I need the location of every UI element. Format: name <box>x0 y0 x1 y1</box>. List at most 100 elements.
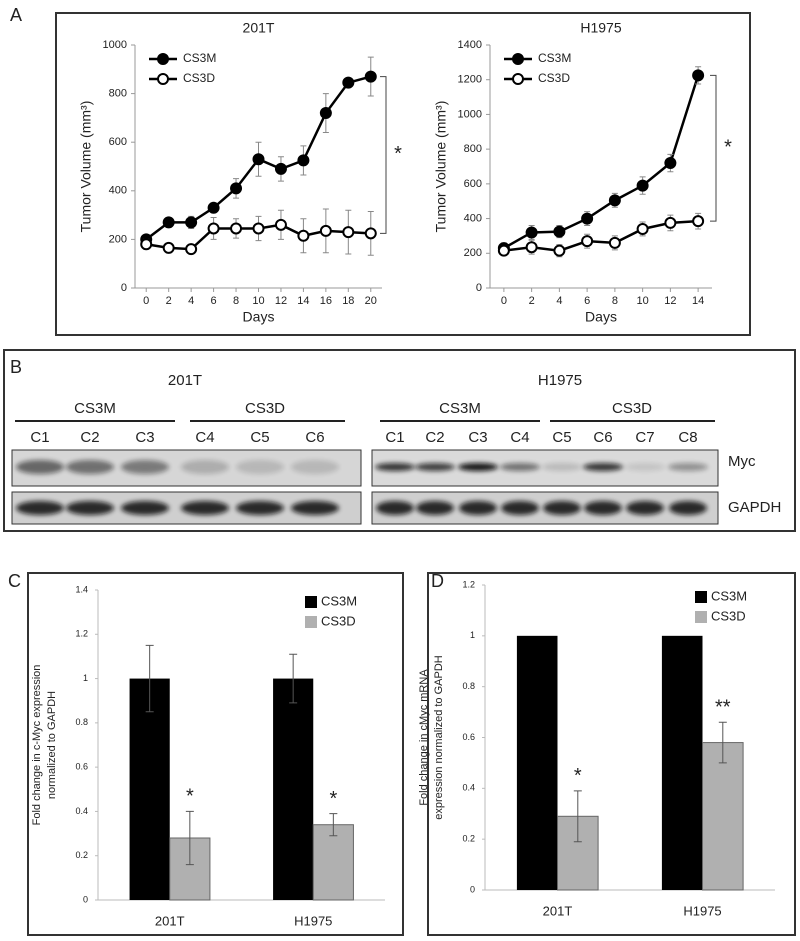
panel-label: C <box>8 571 21 591</box>
band <box>669 501 707 515</box>
y-tick-label: 0.4 <box>462 783 475 793</box>
legend-swatch <box>305 616 317 628</box>
lane-label: C5 <box>250 429 269 446</box>
x-tick-label: 8 <box>233 295 239 307</box>
condition-label: CS3D <box>612 400 652 417</box>
condition-label: CS3D <box>245 400 285 417</box>
error-bar <box>289 653 298 704</box>
marker <box>497 244 510 257</box>
marker <box>140 238 153 251</box>
band <box>416 501 454 515</box>
panel-frame <box>27 572 404 936</box>
x-tick-label: 4 <box>188 295 194 307</box>
y-tick-label: 1000 <box>103 39 127 51</box>
y-tick-label: 1 <box>83 673 88 683</box>
bar <box>702 742 744 891</box>
legend-label: CS3M <box>183 51 216 65</box>
band <box>66 501 114 515</box>
x-tick-label: 201T <box>155 913 185 928</box>
legend-marker <box>512 73 524 85</box>
band <box>236 501 284 515</box>
x-tick-label: H1975 <box>683 903 721 918</box>
bands <box>16 460 708 515</box>
band <box>121 501 169 515</box>
lane-label: C4 <box>510 429 529 446</box>
y-tick-label: 0.8 <box>75 717 88 727</box>
y-tick-label: 1400 <box>458 39 482 51</box>
y-tick-label: 200 <box>109 233 127 245</box>
bracket <box>380 76 387 234</box>
lane-label: C3 <box>468 429 487 446</box>
y-axis-label: Tumor Volume (mm³) <box>433 101 449 233</box>
annotation: * <box>186 786 194 808</box>
y-tick-label: 1 <box>470 630 475 640</box>
marker <box>230 182 243 195</box>
marker <box>207 222 220 235</box>
y-tick-label: 0.2 <box>75 850 88 860</box>
band <box>375 463 415 471</box>
y-tick-label: 400 <box>464 212 482 224</box>
y-tick-label: 0.4 <box>75 806 88 816</box>
y-tick-label: 1.2 <box>75 629 88 639</box>
annotation: * <box>724 137 732 159</box>
y-tick-label: 0 <box>121 282 127 294</box>
band <box>626 501 664 515</box>
y-tick-label: 1.2 <box>462 579 475 589</box>
marker <box>252 153 265 166</box>
y-tick-label: 0 <box>83 894 88 904</box>
marker <box>636 179 649 192</box>
bar <box>516 635 558 890</box>
lane-label: C1 <box>30 429 49 446</box>
y-tick-label: 1.4 <box>75 584 88 594</box>
marker <box>319 107 332 120</box>
marker <box>581 212 594 225</box>
lane-label: C4 <box>195 429 214 446</box>
blot-row-label: GAPDH <box>728 499 781 516</box>
bar <box>661 635 703 890</box>
x-tick-label: 14 <box>692 295 704 307</box>
x-axis-label: Days <box>585 309 617 325</box>
band <box>415 463 455 471</box>
marker <box>252 222 265 235</box>
marker <box>342 226 355 239</box>
panel-label: A <box>10 5 22 25</box>
marker <box>297 229 310 242</box>
y-tick-label: 600 <box>464 178 482 190</box>
error-bar <box>573 790 582 843</box>
band <box>16 501 64 515</box>
marker <box>608 236 621 249</box>
band <box>181 501 229 515</box>
x-tick-label: 2 <box>166 295 172 307</box>
band <box>543 501 581 515</box>
marker <box>664 216 677 229</box>
band <box>625 463 665 471</box>
marker <box>364 70 377 83</box>
y-axis-label: expression normalized to GAPDH <box>433 655 445 820</box>
x-tick-label: H1975 <box>294 913 332 928</box>
x-tick-label: 201T <box>543 903 573 918</box>
legend-marker <box>157 73 169 85</box>
panel-label: B <box>10 357 22 377</box>
error-bar <box>185 810 194 866</box>
y-axis-label: normalized to GAPDH <box>46 691 58 799</box>
y-tick-label: 0.2 <box>462 834 475 844</box>
legend-label: CS3D <box>711 608 746 623</box>
y-tick-label: 1200 <box>458 74 482 86</box>
band <box>459 501 497 515</box>
marker <box>162 216 175 229</box>
legend-swatch <box>695 591 707 603</box>
band <box>458 463 498 471</box>
marker <box>525 226 538 239</box>
band <box>501 501 539 515</box>
band <box>66 460 114 474</box>
band <box>668 463 708 471</box>
marker <box>692 215 705 228</box>
legend-swatch <box>305 596 317 608</box>
marker <box>162 241 175 254</box>
panel-frame <box>427 572 796 936</box>
band <box>121 460 169 474</box>
marker <box>274 162 287 175</box>
y-tick-label: 0 <box>476 282 482 294</box>
panel-frame <box>3 349 796 532</box>
